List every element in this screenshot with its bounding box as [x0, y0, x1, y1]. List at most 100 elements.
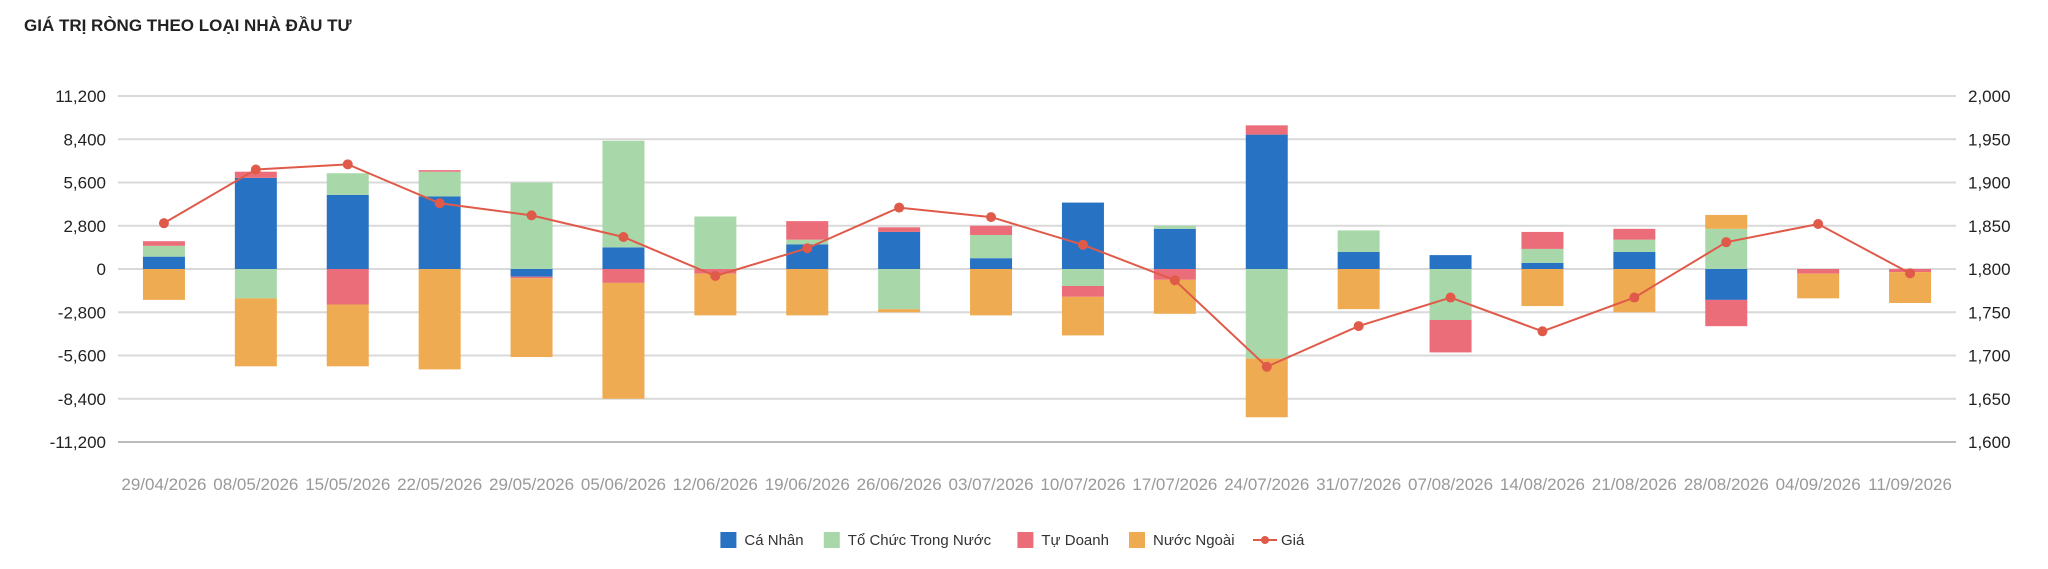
bar-segment — [510, 182, 553, 269]
bar-segment — [694, 216, 737, 269]
bar-segment — [1245, 134, 1288, 269]
bar-segment — [234, 269, 277, 299]
bar-segment — [878, 269, 921, 310]
bars — [142, 125, 1932, 418]
right-tick-label: 1,800 — [1968, 260, 2011, 279]
right-tick-label: 1,650 — [1968, 390, 2011, 409]
legend-swatch — [1017, 532, 1034, 548]
bar-segment — [1705, 228, 1748, 269]
bar-segment — [1705, 299, 1748, 327]
x-tick-label: 19/06/2026 — [765, 475, 850, 494]
bar-segment — [1797, 273, 1840, 299]
bar-segment — [786, 269, 829, 316]
bar-segment — [1705, 214, 1748, 229]
right-tick-label: 1,950 — [1968, 130, 2011, 149]
price-point — [158, 218, 169, 229]
bar-segment — [1337, 252, 1380, 269]
bar-segment — [1429, 319, 1472, 353]
bar-segment — [1613, 228, 1656, 240]
price-point — [526, 210, 537, 221]
bar-segment — [786, 239, 829, 245]
chart-title: GIÁ TRỊ RÒNG THEO LOẠI NHÀ ĐẦU TƯ — [24, 16, 352, 35]
left-axis: 11,200 8,400 5,600 2,800 0 -2,800 -5,600 -8,400… — [50, 87, 106, 452]
price-point — [342, 159, 353, 170]
price-point — [618, 231, 629, 242]
right-tick-label: 2,000 — [1968, 87, 2011, 106]
price-point — [1905, 268, 1916, 279]
price-point — [1813, 219, 1824, 230]
right-tick-label: 1,600 — [1968, 433, 2011, 452]
bar-segment — [326, 194, 369, 269]
bar-segment — [142, 269, 185, 300]
price-point — [894, 202, 905, 213]
right-tick-label: 1,900 — [1968, 174, 2011, 193]
bar-segment — [418, 269, 461, 370]
bar-segment — [1797, 269, 1840, 274]
price-point — [1721, 237, 1732, 248]
bar-segment — [1153, 228, 1196, 269]
left-tick-label: 8,400 — [63, 130, 106, 149]
bar-segment — [1521, 231, 1564, 249]
bar-segment — [1705, 269, 1748, 300]
bar-segment — [1245, 269, 1288, 359]
x-tick-label: 22/05/2026 — [397, 475, 482, 494]
bar-segment — [1153, 279, 1196, 314]
bar-segment — [142, 245, 185, 257]
bar-segment — [1337, 269, 1380, 310]
x-tick-label: 05/06/2026 — [581, 475, 666, 494]
x-tick-label: 29/05/2026 — [489, 475, 574, 494]
legend-line-marker — [1261, 536, 1269, 544]
bar-segment — [602, 269, 645, 283]
bar-segment — [1061, 296, 1104, 336]
bar-segment — [602, 140, 645, 248]
left-tick-label: 2,800 — [63, 217, 106, 236]
bar-segment — [970, 258, 1013, 269]
bar-segment — [234, 177, 277, 269]
bar-segment — [970, 269, 1013, 316]
left-tick-label: -5,600 — [58, 347, 106, 366]
bar-segment — [326, 173, 369, 195]
legend-swatch — [823, 532, 840, 548]
bar-segment — [1613, 252, 1656, 269]
bar-segment — [1061, 202, 1104, 269]
price-point — [1077, 239, 1088, 250]
bar-segment — [1061, 269, 1104, 286]
x-tick-label: 24/07/2026 — [1224, 475, 1309, 494]
bar-segment — [234, 171, 277, 178]
bar-segment — [1521, 269, 1564, 307]
bar-segment — [510, 278, 553, 358]
bar-segment — [878, 231, 921, 269]
right-tick-label: 1,700 — [1968, 347, 2011, 366]
bar-segment — [510, 269, 553, 277]
legend-label: Giá — [1281, 532, 1305, 549]
right-tick-label: 1,850 — [1968, 217, 2011, 236]
legend-label: Tự Doanh — [1041, 532, 1109, 549]
bar-segment — [1429, 255, 1472, 269]
price-point — [1353, 321, 1364, 332]
bar-segment — [234, 298, 277, 367]
bar-segment — [602, 282, 645, 399]
bar-segment — [1521, 262, 1564, 269]
bar-segment — [418, 171, 461, 197]
price-point — [1261, 361, 1272, 372]
x-tick-label: 28/08/2026 — [1684, 475, 1769, 494]
bar-segment — [786, 221, 829, 240]
bar-segment — [878, 227, 921, 232]
x-tick-label: 31/07/2026 — [1316, 475, 1401, 494]
bar-segment — [602, 247, 645, 269]
bar-segment — [142, 241, 185, 246]
bar-segment — [1521, 248, 1564, 263]
legend-swatch — [1129, 532, 1145, 548]
legend-label: Tổ Chức Trong Nước — [848, 532, 992, 549]
x-tick-label: 04/09/2026 — [1776, 475, 1861, 494]
x-tick-label: 29/04/2026 — [121, 475, 206, 494]
right-tick-label: 1,750 — [1968, 303, 2011, 322]
x-tick-label: 15/05/2026 — [305, 475, 390, 494]
legend: Cá Nhân Tổ Chức Trong Nước Tự Doanh Nước Ng… — [720, 532, 1305, 549]
x-tick-label: 03/07/2026 — [949, 475, 1034, 494]
x-tick-label: 21/08/2026 — [1592, 475, 1677, 494]
bar-segment — [326, 304, 369, 367]
bar-segment — [418, 170, 461, 172]
price-line-path — [163, 163, 1911, 368]
left-tick-label: -8,400 — [58, 390, 106, 409]
